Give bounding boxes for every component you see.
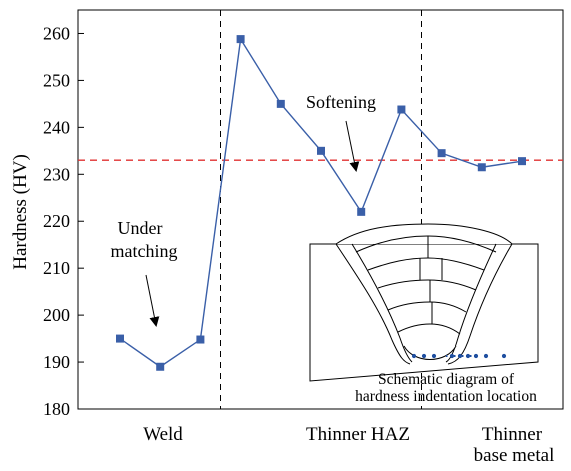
indentation-dot xyxy=(457,353,463,359)
y-tick-label: 260 xyxy=(43,23,70,43)
indentation-dot xyxy=(449,353,455,359)
weld-pass-3 xyxy=(377,279,477,291)
weld-pass-5 xyxy=(397,323,461,335)
y-axis-label: Hardness (HV) xyxy=(10,154,31,270)
data-point xyxy=(477,163,486,172)
indentation-dot xyxy=(501,353,507,359)
data-point xyxy=(116,334,124,343)
region-label-thinner-haz: Thinner HAZ xyxy=(306,424,410,445)
region-label-weld: Weld xyxy=(143,424,183,445)
y-tick-label: 190 xyxy=(43,352,70,372)
haz-boundary-left xyxy=(351,243,413,363)
plot-frame xyxy=(77,9,564,410)
hardness-series xyxy=(116,35,526,371)
y-tick-label: 210 xyxy=(43,258,70,278)
indentation-dot xyxy=(483,353,489,359)
y-tick-label: 250 xyxy=(43,70,70,90)
y-tick-label: 230 xyxy=(43,164,70,184)
annotation-matching: matching xyxy=(111,241,178,261)
y-tick-label: 220 xyxy=(43,211,70,231)
weld-root xyxy=(403,345,457,360)
haz-boundary-right xyxy=(445,243,497,363)
fusion-line-left xyxy=(335,243,411,365)
inset-plate-outline xyxy=(309,243,539,382)
y-axis-ticks: 180 190 200 210 220 230 240 250 260 xyxy=(43,23,84,419)
under-matching-arrow xyxy=(145,274,160,327)
softening-arrow xyxy=(345,120,360,172)
data-point xyxy=(518,157,526,166)
data-point xyxy=(196,335,205,344)
fusion-line-right xyxy=(447,243,513,365)
y-tick-label: 200 xyxy=(43,305,70,325)
indentation-dot xyxy=(473,353,479,359)
annotation-under: Under xyxy=(118,218,163,238)
data-point xyxy=(236,35,245,44)
data-point xyxy=(276,99,285,108)
indentation-dot xyxy=(465,353,471,359)
weld-schematic-inset: Schematic diagram of hardness indentatio… xyxy=(309,223,539,405)
annotation-softening: Softening xyxy=(306,92,376,112)
inset-caption-line2: hardness indentation location xyxy=(355,388,537,405)
data-point xyxy=(156,362,165,371)
indentation-points xyxy=(411,353,507,359)
data-point xyxy=(317,146,325,155)
indentation-dot xyxy=(411,353,417,359)
indentation-dot xyxy=(421,353,427,359)
y-tick-label: 240 xyxy=(43,117,70,137)
region-label-thinner: Thinner xyxy=(482,424,543,445)
data-point xyxy=(437,149,446,158)
y-tick-label: 180 xyxy=(43,399,70,419)
indentation-dot xyxy=(431,353,437,359)
data-point xyxy=(357,207,366,216)
region-label-base-metal: base metal xyxy=(474,445,555,466)
weld-crown xyxy=(335,223,513,245)
data-point xyxy=(397,105,406,114)
inset-caption-line1: Schematic diagram of xyxy=(378,371,515,388)
